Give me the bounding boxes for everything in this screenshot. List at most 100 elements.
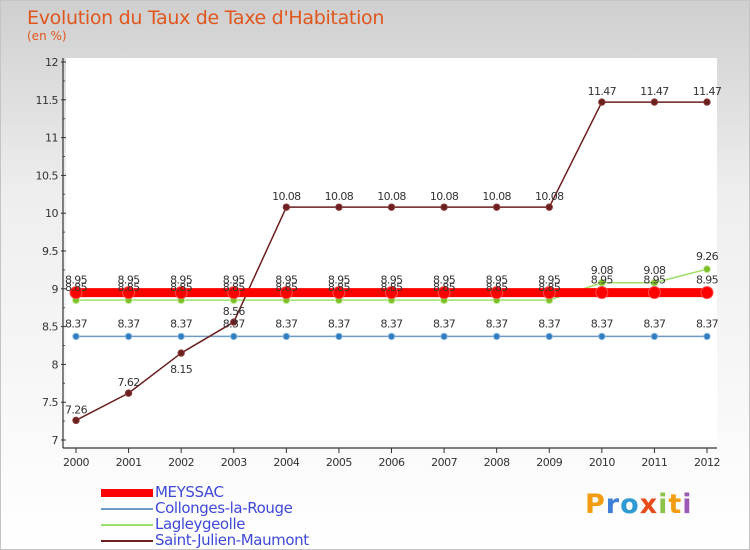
data-label: 11.47 [693,85,722,98]
chart-title: Evolution du Taux de Taxe d'Habitation [27,7,385,29]
data-label: 8.37 [223,317,246,330]
data-point [595,286,609,300]
data-point [440,203,448,211]
x-tick-label: 2000 [63,456,89,469]
data-label: 8.37 [486,317,509,330]
data-point [230,318,238,326]
data-point [282,332,291,341]
data-label: 10.08 [325,190,354,203]
legend-swatch [101,508,153,510]
logo-letter: x [639,489,659,520]
data-point [177,349,185,357]
data-point [387,203,396,211]
data-label: 8.85 [433,281,456,294]
logo-letter: i [682,489,693,520]
y-tick-label: 11.5 [36,94,59,107]
data-label: 8.95 [380,274,403,287]
data-point [650,332,659,341]
data-point [124,389,133,397]
data-point [122,286,136,300]
legend-swatch [101,524,153,526]
data-point [492,332,501,341]
data-point [440,332,448,341]
logo-letter: r [605,489,621,520]
data-label: 8.95 [118,274,141,287]
data-label: 8.95 [328,274,351,287]
data-label: 8.37 [328,317,351,330]
data-label: 8.95 [538,274,561,287]
data-label: 8.95 [696,274,719,287]
data-point [177,332,185,341]
logo-letter: t [668,489,683,520]
data-label: 8.85 [538,281,561,294]
data-point [492,203,501,211]
data-label: 9.08 [591,264,614,277]
data-label: 8.37 [433,317,456,330]
x-tick-label: 2002 [168,456,194,469]
y-tick-label: 8.5 [42,321,58,334]
data-label: 8.37 [118,317,141,330]
data-point [72,416,80,425]
data-label: 10.08 [535,190,564,203]
data-label: 10.08 [430,190,459,203]
data-point [703,332,711,341]
data-label: 8.85 [65,281,88,294]
legend-label: Saint-Julien-Maumont [155,531,309,549]
data-label: 8.85 [380,281,403,294]
data-label: 9.08 [643,264,666,277]
data-point [282,203,291,211]
data-label: 7.62 [118,376,140,389]
x-tick-label: 2008 [484,456,510,469]
data-label: 8.85 [170,281,193,294]
data-label: 10.08 [482,190,511,203]
data-point [542,286,556,300]
data-label: 8.15 [170,363,193,376]
x-tick-label: 2011 [641,456,667,469]
y-tick-label: 8 [52,358,59,371]
data-label: 8.95 [65,274,88,287]
data-point [230,332,238,341]
x-tick-label: 2009 [536,456,562,469]
data-point [124,332,133,341]
data-label: 8.95 [643,274,666,287]
proxiti-logo: Proxiti [585,489,693,520]
data-point [387,332,396,341]
data-label: 8.37 [380,317,403,330]
data-label: 8.37 [538,317,561,330]
data-point [490,286,504,300]
data-label: 8.95 [275,274,298,287]
data-point [279,286,293,300]
data-label: 7.26 [65,403,88,416]
data-point [598,98,606,106]
logo-letter: i [658,489,669,520]
data-point [598,332,606,341]
data-point [72,332,80,341]
data-label: 11.47 [588,85,617,98]
data-point [332,286,346,300]
data-label: 8.95 [170,274,193,287]
legend-label: MEYSSAC [155,483,224,501]
x-tick-label: 2005 [326,456,352,469]
x-tick-label: 2007 [431,456,457,469]
data-label: 9.26 [696,250,719,263]
data-label: 8.56 [223,305,246,318]
data-label: 8.95 [486,274,509,287]
y-tick-label: 9.5 [42,245,58,258]
y-tick-label: 11 [45,132,58,145]
data-point [69,286,83,300]
data-label: 10.08 [377,190,406,203]
legend-label: Collonges-la-Rouge [155,499,293,517]
data-label: 8.85 [486,281,509,294]
data-label: 10.08 [272,190,301,203]
data-label: 8.37 [643,317,666,330]
y-tick-label: 7 [52,434,59,447]
data-label: 8.37 [170,317,193,330]
data-label: 8.37 [696,317,719,330]
y-tick-label: 9 [52,283,59,296]
data-label: 8.95 [223,274,246,287]
x-tick-label: 2006 [379,456,405,469]
data-label: 8.37 [65,317,88,330]
data-label: 8.37 [591,317,614,330]
x-tick-label: 2010 [589,456,615,469]
